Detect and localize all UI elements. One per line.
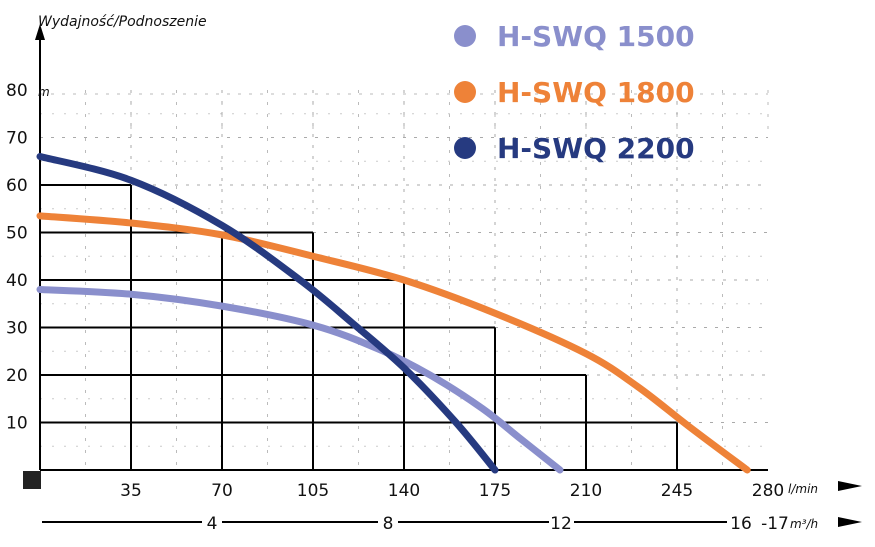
x-tick-label: 210: [570, 481, 602, 501]
x-axis-arrow: [838, 481, 862, 491]
x2-axis-arrow: [838, 517, 862, 527]
x-tick-label: 70: [211, 481, 233, 501]
y-tick-label: 70: [6, 129, 28, 149]
y-tick-label: 80: [6, 81, 28, 101]
legend-label: H-SWQ 2200: [497, 132, 695, 165]
axes: [23, 24, 862, 534]
y-axis-title: Wydajność/Podnoszenie: [38, 14, 207, 30]
x2-tick-label: 16: [730, 514, 752, 534]
x-unit-label: l/min: [788, 482, 818, 496]
x-tick-label: 35: [120, 481, 142, 501]
x2-tick-label: -17: [761, 514, 789, 534]
x2-tick-gap: [202, 512, 222, 534]
x-tick-label: 105: [297, 481, 329, 501]
grid: [40, 90, 769, 470]
series-line-h-swq-1500: [36, 286, 564, 474]
legend-marker: [454, 25, 476, 47]
series-line-h-swq-2200: [36, 153, 499, 474]
y-unit-label: m: [38, 85, 50, 99]
y-tick-label: 50: [6, 224, 28, 244]
legend-marker: [454, 137, 476, 159]
series-layer: [36, 153, 751, 474]
x-tick-label: 140: [388, 481, 420, 501]
y-tick-label: 10: [6, 414, 28, 434]
legend-marker: [454, 81, 476, 103]
x2-tick-gap: [549, 512, 574, 534]
tick-labels: 10 20 30 40 50 60 70 80 m Wydajność/Podnoszenie 35…: [6, 14, 818, 534]
series-line-h-swq-1800: [36, 212, 751, 474]
y-tick-label: 40: [6, 271, 28, 291]
x2-tick-label: 4: [207, 514, 218, 534]
x-tick-label: 175: [479, 481, 511, 501]
y-tick-label: 60: [6, 176, 28, 196]
x-tick-label: 245: [661, 481, 693, 501]
legend-label: H-SWQ 1800: [497, 76, 695, 109]
x-tick-label: 280: [752, 481, 784, 501]
legend: H-SWQ 1500 H-SWQ 1800 H-SWQ 2200: [454, 20, 695, 165]
x2-tick-gap: [378, 512, 398, 534]
x2-tick-gap: [727, 512, 760, 534]
y-axis-arrow: [35, 24, 45, 40]
y-tick-label: 20: [6, 366, 28, 386]
x2-unit-label: m³/h: [790, 517, 818, 531]
legend-label: H-SWQ 1500: [497, 20, 695, 53]
x2-tick-label: 12: [550, 514, 572, 534]
y-tick-label: 30: [6, 319, 28, 339]
x2-tick-label: 8: [383, 514, 394, 534]
x2-tick-gap: [760, 512, 790, 534]
origin-marker: [23, 471, 41, 489]
